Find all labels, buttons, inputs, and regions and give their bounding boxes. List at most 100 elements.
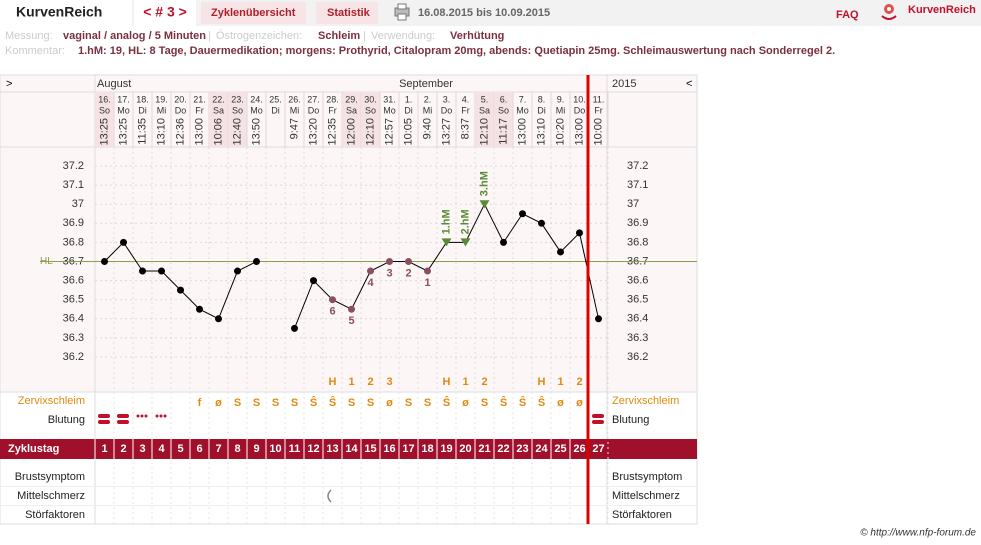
row-label: Zervixschleim: [18, 395, 85, 407]
weekday: Mi: [423, 105, 433, 115]
time: 13:00: [193, 118, 205, 146]
time: 12:57: [383, 118, 395, 146]
date: 17.: [117, 94, 130, 104]
weekday: Di: [271, 105, 280, 115]
temperature-point: [557, 248, 564, 256]
weekday: Mi: [290, 105, 300, 115]
date: 30.: [364, 94, 377, 104]
temperature-point: [234, 267, 241, 275]
y-tick-label: 36.5: [63, 294, 84, 306]
year: 2015: [612, 78, 636, 90]
y-tick-label: 36.3: [63, 332, 84, 344]
row-label: Störfaktoren: [25, 509, 85, 521]
hm-label: 1.hM: [440, 209, 452, 234]
weekday: Do: [574, 105, 586, 115]
mucus: ø: [557, 397, 564, 409]
bleeding-icons: [98, 414, 604, 424]
cycle-nav[interactable]: < # 3 >: [143, 4, 187, 20]
count-label: 3: [386, 267, 392, 279]
tab-label[interactable]: Zyklenübersicht: [211, 7, 296, 19]
date: 31.: [383, 94, 396, 104]
row-label: Blutung: [48, 414, 85, 426]
temperature-point: [519, 210, 526, 218]
weekday: Mi: [157, 105, 167, 115]
y-tick-label: 36.9: [63, 217, 84, 229]
info-value: Schleim: [318, 30, 360, 42]
weekday: Sa: [479, 105, 490, 115]
mucus: S: [424, 397, 431, 409]
faq[interactable]: FAQ: [836, 9, 859, 21]
row-label: Mittelschmerz: [17, 490, 85, 502]
time: 13:25: [117, 118, 129, 146]
cycle-day: 23: [516, 443, 528, 455]
temperature-point: [500, 238, 507, 246]
temperature-point: [253, 258, 260, 265]
mucus: S: [348, 397, 355, 409]
logo[interactable]: KurvenReich: [908, 4, 976, 16]
cycle-day: 12: [307, 443, 319, 455]
tab-label[interactable]: Statistik: [327, 7, 371, 19]
count-label: 4: [367, 277, 374, 289]
counted-point: [329, 296, 336, 304]
temperature-point: [120, 238, 127, 246]
counted-point: [348, 305, 355, 313]
tab[interactable]: [201, 2, 306, 24]
mucus-peak: H: [329, 376, 337, 388]
date: 23.: [231, 94, 244, 104]
cycle-day: 18: [421, 443, 433, 455]
time: 10:06: [212, 118, 224, 146]
footer: © http://www.nfp-forum.de: [860, 528, 976, 539]
date: 28.: [326, 94, 339, 104]
mucus-peak: 1: [557, 376, 563, 388]
mucus: Ŝ: [329, 396, 336, 409]
date: 24.: [250, 94, 263, 104]
date: 29.: [345, 94, 358, 104]
row-label: Zervixschleim: [612, 395, 679, 407]
logo-icon: [881, 4, 897, 20]
cycle-day-row: [0, 439, 697, 459]
time: 13:10: [155, 118, 167, 146]
comment: 1.hM: 19, HL: 8 Tage, Dauermedikation; m…: [78, 45, 835, 57]
nav[interactable]: <: [686, 78, 692, 90]
printer-icon[interactable]: [394, 3, 410, 21]
date: 18.: [136, 94, 149, 104]
brand: KurvenReich: [16, 4, 102, 20]
header-shade: [209, 92, 228, 147]
temperature-point: [215, 315, 222, 323]
weekday: Di: [537, 105, 546, 115]
hm-point: [441, 238, 452, 247]
hm-point: [479, 200, 490, 209]
y-tick-label: 36.8: [63, 236, 84, 248]
temperature-point: [291, 324, 298, 332]
temperature-point: [576, 229, 583, 237]
date: 26.: [288, 94, 301, 104]
date: 5.: [481, 94, 489, 104]
mucus: S: [234, 397, 241, 409]
y-tick-label: 37: [627, 198, 639, 210]
weekday: Fr: [328, 105, 337, 115]
time: 13:27: [440, 118, 452, 146]
counted-point: [405, 258, 412, 265]
mucus: Ŝ: [443, 396, 450, 409]
header-shade: [494, 92, 513, 147]
date: 1.: [405, 94, 413, 104]
nav-box: [134, 0, 196, 26]
tab[interactable]: [316, 2, 378, 24]
temperature-point: [139, 267, 146, 275]
time: 10:00: [592, 118, 604, 146]
date: 3.: [443, 94, 451, 104]
count-label: 2: [405, 267, 411, 279]
date: 16.: [98, 94, 111, 104]
nav[interactable]: >: [6, 78, 12, 90]
y-tick-label: 36.6: [627, 275, 648, 287]
row-label: Blutung: [612, 414, 649, 426]
mucus-peak: H: [538, 376, 546, 388]
weekday: So: [365, 105, 376, 115]
cycle-day: 1: [101, 443, 107, 455]
mucus: Ŝ: [310, 396, 317, 409]
cycle-day: 16: [383, 443, 395, 455]
date: 11.: [593, 94, 605, 104]
mucus-peak: 3: [386, 376, 392, 388]
row-label: Zyklustag: [8, 443, 59, 455]
